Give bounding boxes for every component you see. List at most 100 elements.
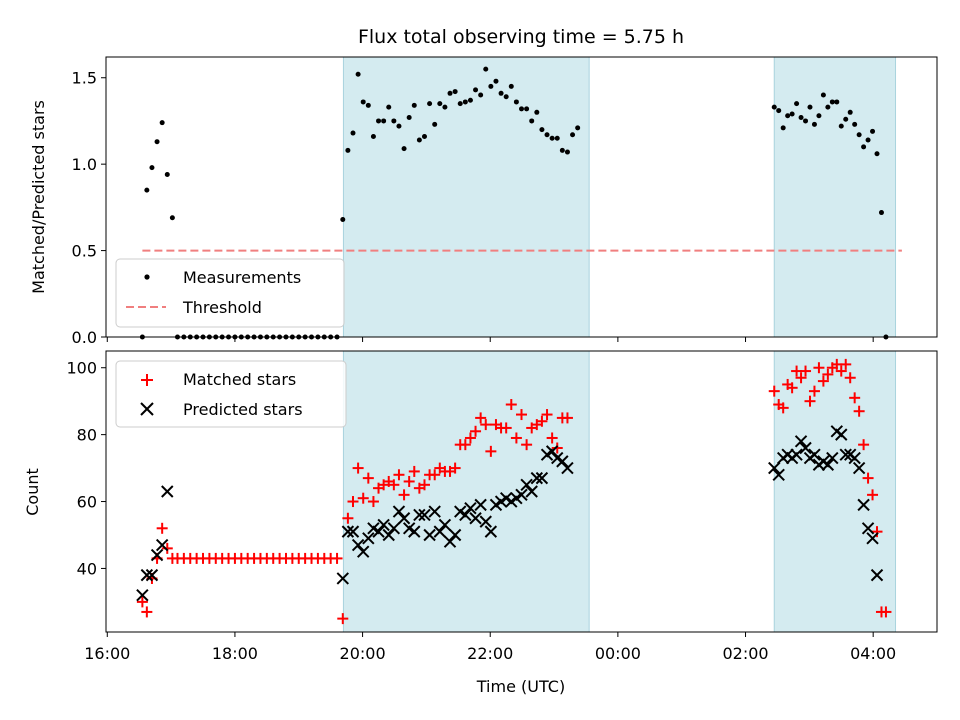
measurement-point [452, 89, 458, 95]
matched-star-point [418, 479, 430, 491]
measurement-point [467, 97, 473, 103]
measurement-point [544, 132, 550, 138]
measurement-point [149, 165, 155, 171]
predicted-star-point [525, 485, 538, 498]
measurement-point [154, 139, 160, 145]
measurement-point [447, 90, 453, 96]
measurement-point [478, 92, 484, 98]
matched-star-point [510, 432, 522, 444]
measurement-point [575, 125, 581, 131]
predicted-star-stroke-b [484, 525, 498, 538]
predicted-star-point [808, 448, 821, 461]
measurement-point [529, 118, 535, 124]
bottom-y-tick-label: 60 [77, 493, 97, 512]
matched-star-point [403, 475, 415, 487]
measurement-point [391, 118, 397, 124]
measurement-point [780, 125, 786, 131]
predicted-star-point [861, 522, 875, 535]
measurement-point [825, 104, 831, 110]
matched-star-point [331, 552, 343, 564]
measurement-point [834, 99, 840, 105]
x-tick-label: 04:00 [850, 644, 896, 663]
predicted-star-stroke-b [357, 545, 370, 558]
predicted-star-stroke-b [515, 488, 528, 502]
predicted-star-stroke-b [392, 505, 406, 518]
matched-star-point [536, 415, 548, 427]
matched-star-point [561, 412, 573, 424]
matched-star-point [786, 382, 798, 394]
predicted-star-point [857, 498, 870, 512]
predicted-star-stroke-b [530, 471, 544, 485]
predicted-star-stroke-b [535, 471, 549, 485]
predicted-star-point [794, 435, 808, 448]
matched-star-point [161, 542, 173, 554]
predicted-star-stroke-b [140, 568, 154, 582]
predicted-star-point [377, 518, 390, 532]
predicted-star-point [161, 485, 174, 498]
predicted-star-stroke-b [772, 468, 785, 481]
measurement-point [437, 101, 443, 107]
measurement-point [381, 118, 387, 124]
matched-star-point [141, 606, 153, 618]
measurement-point [820, 92, 826, 98]
top-legend-box [115, 258, 345, 328]
predicted-star-point [479, 515, 492, 528]
matched-star-point [388, 479, 400, 491]
predicted-star-stroke-b [161, 485, 174, 498]
matched-star-point [844, 372, 856, 384]
measurement-point [473, 87, 479, 93]
predicted-star-stroke-b [545, 445, 559, 458]
top-axes-frame [105, 56, 938, 338]
predicted-star-point [423, 528, 436, 542]
measurement-point [164, 172, 170, 178]
predicted-star-stroke-b [397, 512, 411, 525]
predicted-star-stroke-b [336, 572, 349, 585]
predicted-star-point [469, 512, 482, 525]
measurement-point [340, 216, 346, 222]
top-y-tick-label: 0.0 [72, 328, 97, 347]
predicted-star-point [387, 522, 401, 535]
bottom-legend: Matched stars Predicted stars [115, 360, 347, 428]
predicted-star-point [768, 461, 781, 475]
measurement-point [870, 128, 876, 134]
matched-star-point [337, 613, 349, 625]
measurement-point [376, 118, 382, 124]
predicted-star-point [852, 461, 866, 475]
shaded-span-1 [773, 350, 897, 633]
matched-star-point [804, 395, 816, 407]
matched-star-point [853, 405, 865, 417]
matched-star-point [398, 489, 410, 501]
measurement-point [169, 215, 175, 221]
matched-star-point [429, 469, 441, 481]
measurement-point [861, 144, 867, 150]
predicted-star-stroke-b [351, 538, 365, 552]
measurement-point [350, 130, 356, 136]
matched-star-point [367, 496, 379, 508]
predicted-star-point [448, 528, 462, 542]
matched-star-point [551, 442, 563, 454]
matched-star-point [546, 432, 558, 444]
matched-star-point [795, 372, 807, 384]
measurements-series [139, 66, 889, 340]
shaded-span-0 [342, 56, 590, 338]
matched-star-point [393, 469, 405, 481]
measurement-point [807, 104, 813, 110]
predicted-star-point [484, 525, 498, 538]
predicted-star-stroke-b [852, 461, 866, 475]
measurement-point [427, 101, 433, 107]
predicted-star-stroke-b [145, 568, 159, 582]
matched-star-point [822, 368, 834, 380]
predicted-star-stroke-b [367, 522, 380, 535]
predicted-star-stroke-b [520, 478, 533, 492]
matched-star-point [541, 409, 553, 421]
bottom-axis-ticks: 40 60 80 100 16:00 18:00 20:00 22:00 00:00 02:00 0… [66, 359, 896, 663]
predicted-star-stroke-b [433, 525, 447, 538]
measurement-point [785, 113, 791, 119]
matched-star-point [347, 496, 359, 508]
matched-star-point [470, 425, 482, 437]
predicted-star-stroke-b [469, 512, 482, 525]
measurement-point [396, 123, 402, 129]
bottom-shaded-spans [342, 350, 897, 633]
measurement-point [519, 106, 524, 112]
matched-star-point [880, 606, 892, 618]
